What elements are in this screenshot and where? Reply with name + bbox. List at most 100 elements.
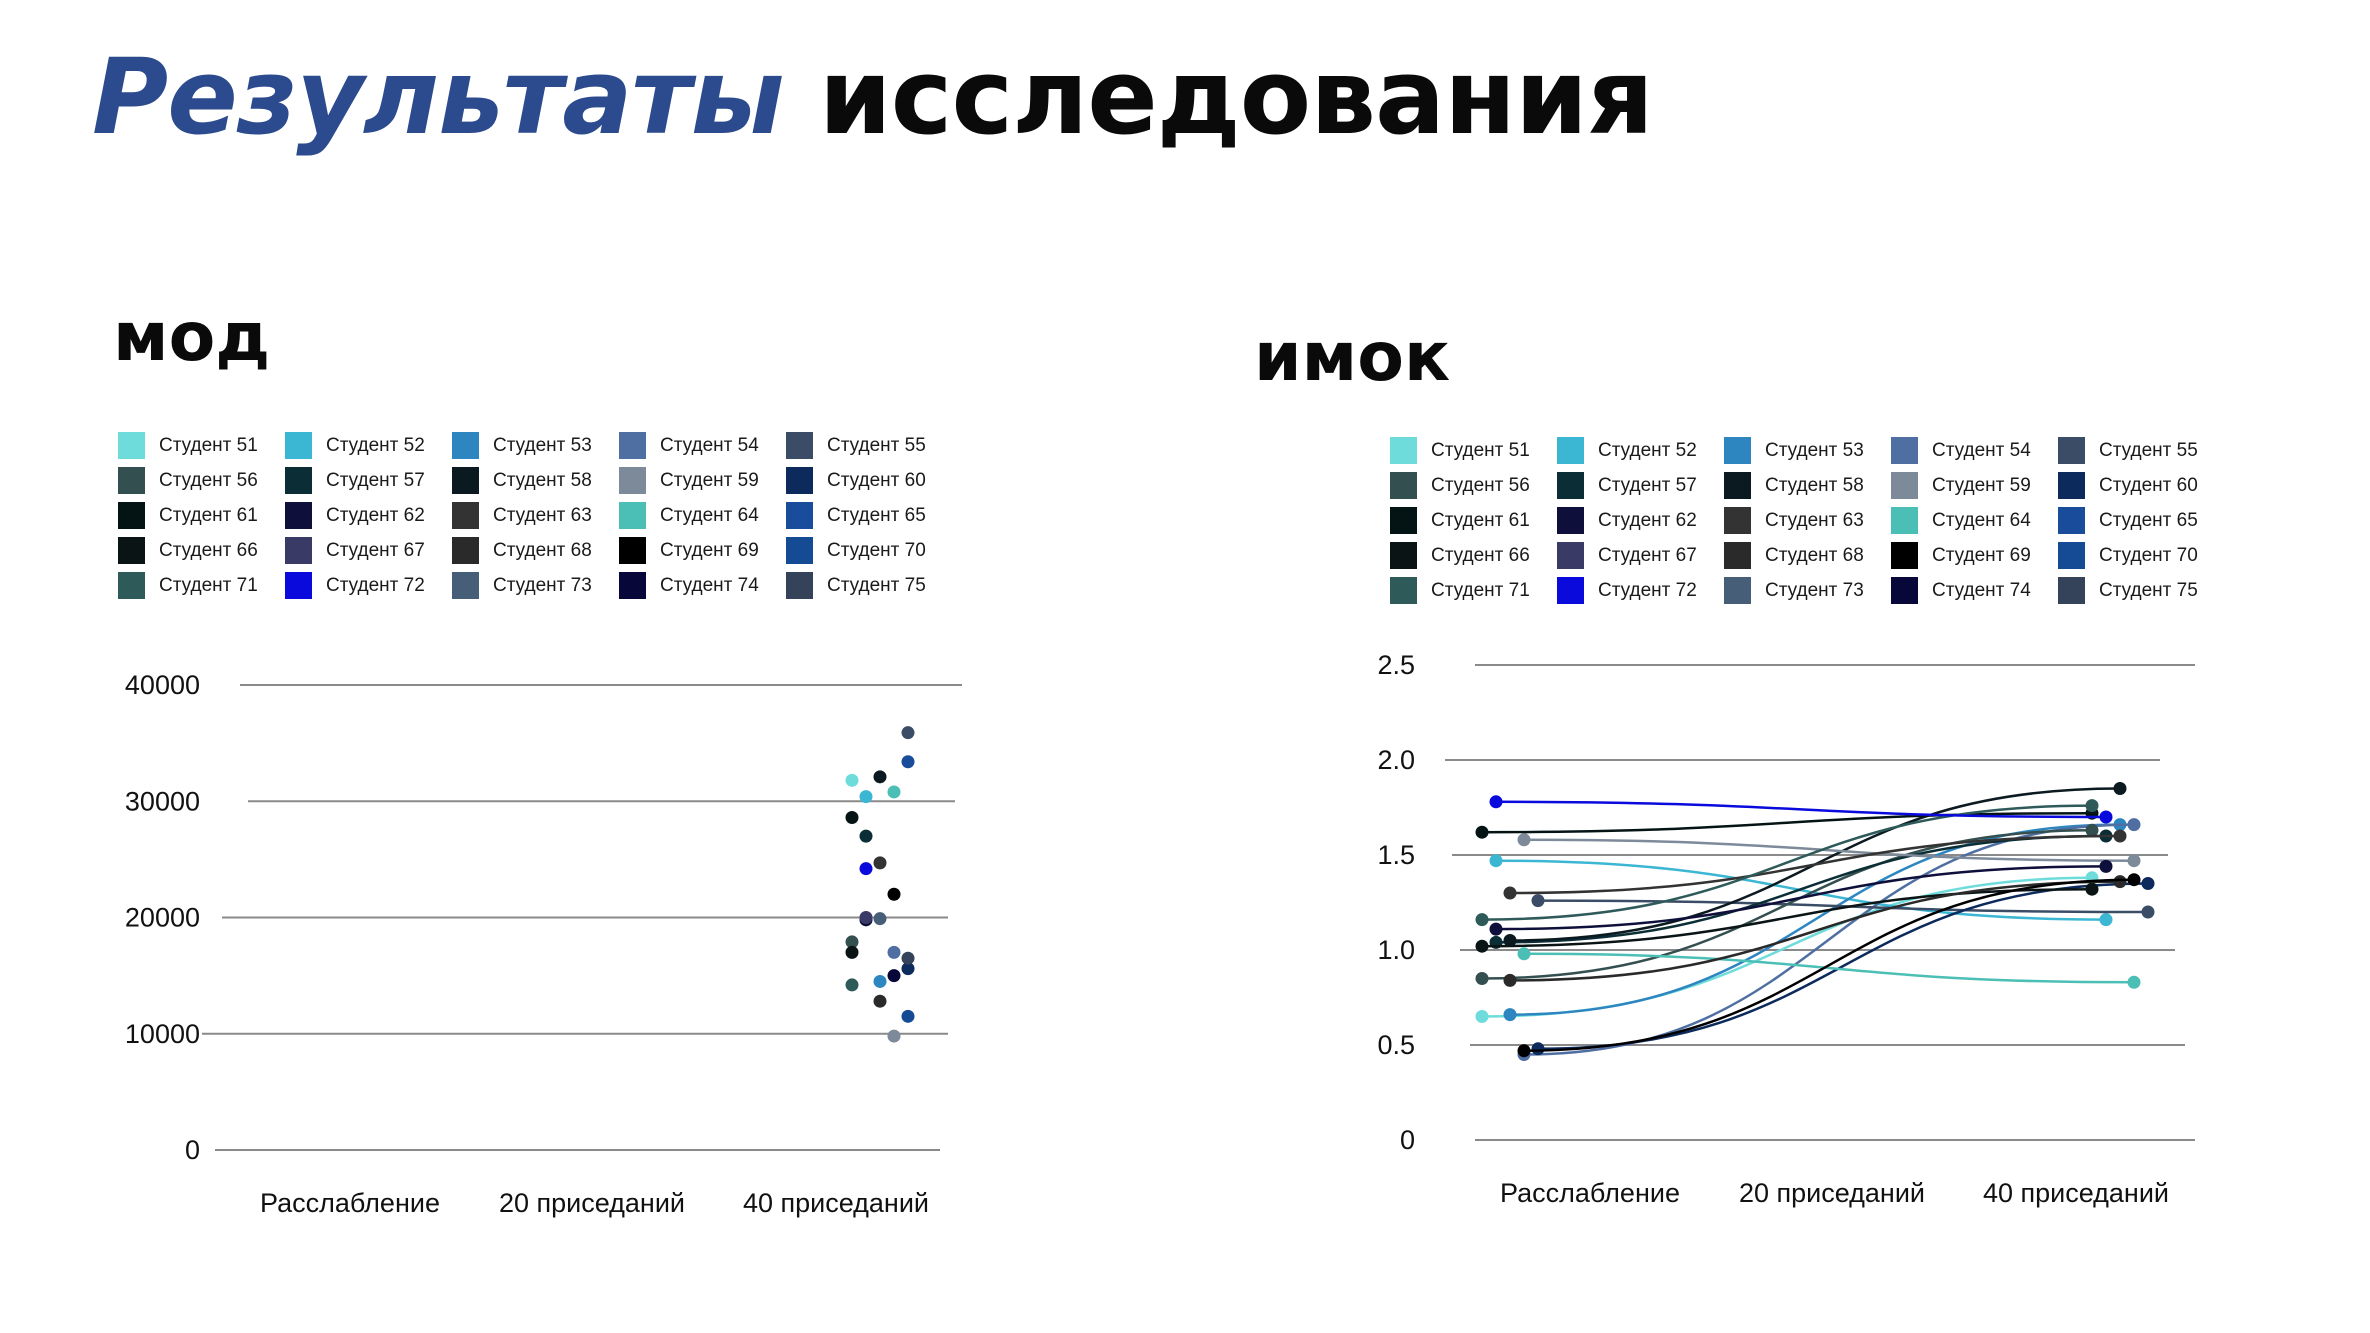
imok-legend-swatch — [1891, 472, 1918, 499]
mod-data-point — [859, 862, 873, 876]
imok-x-category-label: 40 приседаний — [1983, 1178, 2169, 1208]
mod-data-point — [845, 811, 859, 825]
imok-x-category-label: Расслабление — [1500, 1178, 1680, 1208]
mod-data-point — [887, 1029, 901, 1043]
imok-legend-swatch — [1724, 437, 1751, 464]
imok-series-line — [1523, 952, 2135, 984]
mod-legend-label: Студент 59 — [660, 469, 759, 491]
imok-legend: Студент 51 Студент 52 Студент 53 Студент 54… — [1390, 437, 2225, 604]
mod-legend-item: Студент 74 — [619, 572, 786, 599]
mod-data-point — [845, 945, 859, 959]
imok-data-point — [1503, 886, 1517, 900]
mod-data-point — [901, 726, 915, 740]
mod-legend-item: Студент 70 — [786, 537, 953, 564]
imok-data-point — [1531, 894, 1545, 908]
page-title-accent: Результаты — [92, 36, 785, 158]
imok-data-point — [1517, 947, 1531, 961]
imok-legend-label: Студент 51 — [1431, 439, 1530, 461]
mod-legend-item: Студент 58 — [452, 467, 619, 494]
imok-data-point — [2085, 882, 2099, 896]
imok-legend-item: Студент 60 — [2058, 472, 2225, 499]
imok-y-tick-label: 1.5 — [1377, 840, 1415, 870]
mod-legend-item: Студент 66 — [118, 537, 285, 564]
imok-legend-label: Студент 60 — [2099, 474, 2198, 496]
imok-data-point — [1503, 934, 1517, 947]
mod-legend-item: Студент 52 — [285, 432, 452, 459]
imok-legend-label: Студент 58 — [1765, 474, 1864, 496]
imok-series-line — [1523, 878, 2135, 1052]
mod-legend-item: Студент 68 — [452, 537, 619, 564]
mod-chart-title: мод — [113, 298, 271, 377]
imok-legend-label: Студент 73 — [1765, 579, 1864, 601]
mod-legend-swatch — [619, 572, 646, 599]
mod-data-point — [859, 911, 873, 924]
mod-legend-swatch — [118, 502, 145, 529]
imok-legend-label: Студент 71 — [1431, 579, 1530, 601]
imok-series-line — [1523, 838, 2135, 862]
imok-series-line — [1481, 804, 2093, 921]
imok-legend-item: Студент 64 — [1891, 507, 2058, 534]
mod-y-tick-label: 40000 — [125, 670, 200, 700]
mod-legend-swatch — [786, 502, 813, 529]
imok-legend-item: Студент 67 — [1557, 542, 1724, 569]
mod-y-tick-label: 20000 — [125, 903, 200, 933]
mod-legend-label: Студент 57 — [326, 469, 425, 491]
mod-data-point — [859, 790, 873, 804]
imok-legend-item: Студент 53 — [1724, 437, 1891, 464]
mod-legend-label: Студент 70 — [827, 539, 926, 561]
imok-legend-item: Студент 72 — [1557, 577, 1724, 604]
mod-x-category-label: 40 приседаний — [743, 1188, 929, 1218]
mod-legend-swatch — [285, 572, 312, 599]
mod-data-point — [873, 994, 887, 1008]
mod-legend-item: Студент 53 — [452, 432, 619, 459]
imok-legend-item: Студент 59 — [1891, 472, 2058, 499]
mod-legend-swatch — [285, 502, 312, 529]
imok-data-point — [2113, 829, 2127, 843]
imok-legend-item: Студент 68 — [1724, 542, 1891, 569]
mod-data-point — [901, 755, 915, 769]
imok-series-line — [1481, 887, 2093, 948]
mod-legend-swatch — [452, 502, 479, 529]
mod-legend-label: Студент 55 — [827, 434, 926, 456]
mod-legend-label: Студент 72 — [326, 574, 425, 596]
imok-data-point — [2127, 873, 2141, 887]
imok-legend-item: Студент 52 — [1557, 437, 1724, 464]
imok-data-point — [2085, 823, 2099, 837]
mod-legend-item: Студент 56 — [118, 467, 285, 494]
mod-legend-item: Студент 63 — [452, 502, 619, 529]
imok-legend-item: Студент 56 — [1390, 472, 1557, 499]
imok-data-point — [1475, 825, 1489, 839]
imok-legend-swatch — [1891, 542, 1918, 569]
imok-data-point — [1531, 1042, 1545, 1056]
imok-series-line — [1495, 834, 2107, 944]
mod-x-category-label: 20 приседаний — [499, 1188, 685, 1218]
imok-legend-item: Студент 66 — [1390, 542, 1557, 569]
imok-data-point — [1503, 973, 1517, 987]
mod-legend-swatch — [786, 537, 813, 564]
imok-legend-item: Студент 57 — [1557, 472, 1724, 499]
mod-data-point — [873, 912, 887, 926]
mod-legend-label: Студент 53 — [493, 434, 592, 456]
mod-legend-swatch — [619, 502, 646, 529]
mod-x-category-label: Расслабление — [260, 1188, 440, 1218]
mod-legend-label: Студент 75 — [827, 574, 926, 596]
imok-legend-item: Студент 65 — [2058, 507, 2225, 534]
mod-legend-label: Студент 61 — [159, 504, 258, 526]
imok-legend-swatch — [2058, 542, 2085, 569]
mod-legend-swatch — [118, 572, 145, 599]
mod-legend-swatch — [285, 537, 312, 564]
mod-data-point — [887, 969, 901, 983]
mod-legend-label: Студент 68 — [493, 539, 592, 561]
mod-legend-label: Студент 51 — [159, 434, 258, 456]
mod-legend-label: Студент 64 — [660, 504, 759, 526]
imok-legend-swatch — [1390, 437, 1417, 464]
imok-legend-item: Студент 73 — [1724, 577, 1891, 604]
imok-legend-label: Студент 56 — [1431, 474, 1530, 496]
imok-legend-item: Студент 75 — [2058, 577, 2225, 604]
mod-legend-label: Студент 60 — [827, 469, 926, 491]
imok-legend-swatch — [1390, 507, 1417, 534]
imok-legend-label: Студент 70 — [2099, 544, 2198, 566]
imok-data-point — [2127, 975, 2141, 989]
imok-data-point — [2127, 818, 2141, 832]
